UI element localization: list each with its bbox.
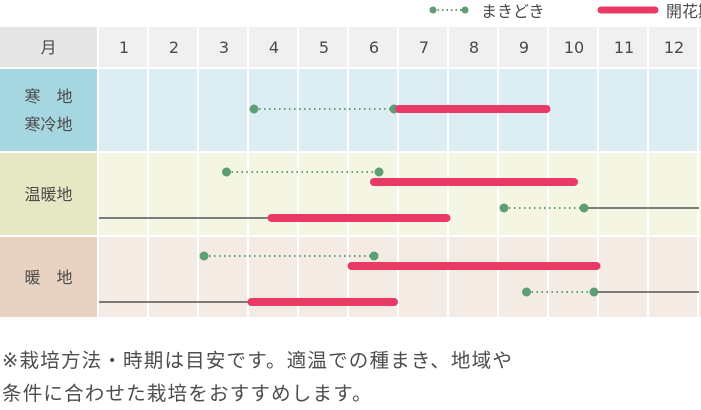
month-tick-label: 7 (419, 38, 429, 57)
hot-sowing-0-start-marker (200, 252, 209, 261)
month-tick-label: 4 (269, 38, 279, 57)
month-tick-label: 3 (219, 38, 229, 57)
cold-sowing-0-start-marker (250, 105, 259, 114)
region-label-cell-cold (0, 69, 97, 151)
cultivation-note: ※栽培方法・時期は目安です。適温での種まき、地域や 条件に合わせた栽培をおすすめ… (2, 344, 700, 410)
month-header-label: 月 (40, 38, 56, 57)
region-band-hot (99, 237, 701, 317)
month-tick-label: 8 (469, 38, 479, 57)
hot-sowing-1-start-marker (522, 288, 531, 297)
month-tick-label: 2 (169, 38, 179, 57)
month-tick-label: 10 (564, 38, 584, 57)
legend: まきどき 開花期 (430, 2, 701, 21)
month-tick-label: 6 (369, 38, 379, 57)
legend-sowing-marker-end (462, 7, 469, 14)
region-label-hot: 暖 地 (24, 268, 72, 287)
warm-sowing-1-start-marker (500, 204, 509, 213)
month-tick-label: 11 (614, 38, 634, 57)
note-line-2: 条件に合わせた栽培をおすすめします。 (2, 377, 700, 410)
month-tick-label: 5 (319, 38, 329, 57)
legend-sowing-label: まきどき (481, 2, 545, 21)
hot-sowing-0-end-marker (370, 252, 379, 261)
region-label-cold: 寒 地 (24, 87, 72, 106)
region-label-warm: 温暖地 (24, 185, 72, 204)
hot-sowing-1-end-marker (590, 288, 599, 297)
warm-sowing-0-start-marker (222, 168, 231, 177)
legend-flowering-label: 開花期 (666, 2, 701, 21)
region-band-warm (99, 153, 701, 235)
month-tick-label: 9 (519, 38, 529, 57)
region-label-cold: 寒冷地 (24, 115, 72, 134)
month-tick-label: 12 (664, 38, 684, 57)
month-tick-label: 1 (119, 38, 129, 57)
legend-sowing-marker-start (430, 7, 437, 14)
note-line-1: ※栽培方法・時期は目安です。適温での種まき、地域や (2, 344, 700, 377)
warm-sowing-1-end-marker (580, 204, 589, 213)
warm-sowing-0-end-marker (375, 168, 384, 177)
month-header-band (99, 27, 701, 67)
